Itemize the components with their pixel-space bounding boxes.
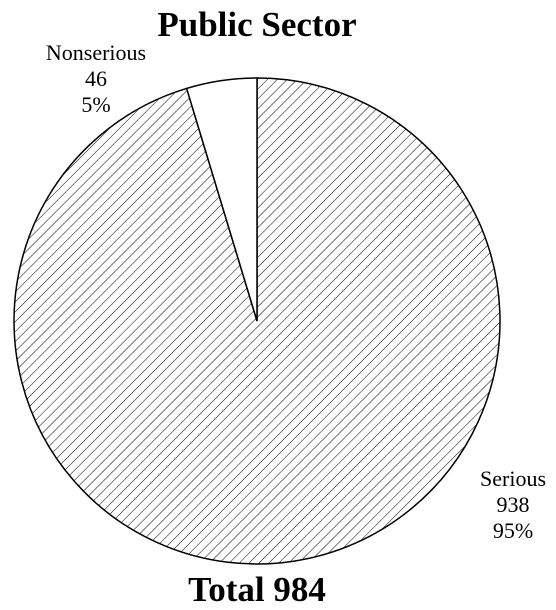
slice-label-serious-name: Serious	[480, 466, 546, 491]
chart-title: Public Sector	[157, 5, 356, 44]
slice-label-nonserious-percent: 5%	[81, 92, 110, 117]
pie-slices	[13, 77, 501, 565]
slice-label-nonserious-name: Nonserious	[46, 40, 146, 65]
slice-label-serious-percent: 95%	[493, 518, 533, 543]
pie-slice-nonserious	[185, 77, 258, 322]
slice-label-serious-value: 938	[497, 492, 530, 517]
chart-total: Total 984	[188, 570, 326, 609]
slice-label-nonserious-value: 46	[85, 66, 107, 91]
slice-label-nonserious: Nonserious 46 5%	[46, 40, 146, 117]
slice-label-serious: Serious 938 95%	[480, 466, 546, 543]
